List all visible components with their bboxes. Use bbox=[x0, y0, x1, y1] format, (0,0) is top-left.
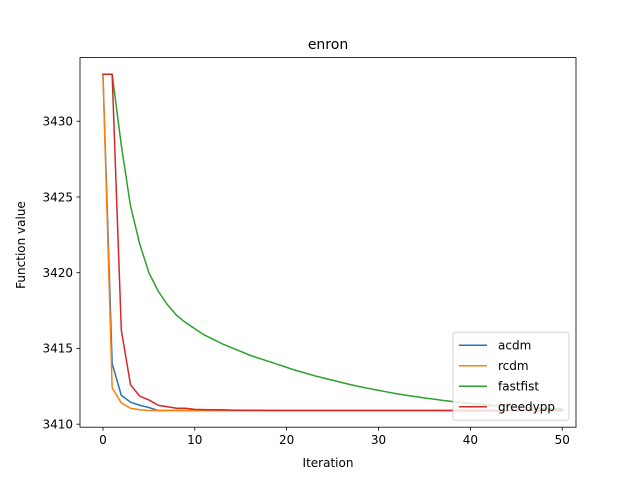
y-tick-label: 3425 bbox=[42, 190, 73, 204]
y-tick-label: 3430 bbox=[42, 115, 73, 129]
y-tick-label: 3420 bbox=[42, 266, 73, 280]
ticks-layer: 0 10 20 30 40 50 3410 3415 3420 3425 3430 bbox=[42, 115, 569, 448]
x-tick-label: 0 bbox=[99, 433, 107, 447]
x-tick-label: 50 bbox=[555, 433, 570, 447]
x-axis-label: Iteration bbox=[303, 456, 354, 470]
legend-label-rcdm: rcdm bbox=[498, 359, 529, 373]
plot-frame bbox=[79, 57, 577, 428]
legend-label-greedypp: greedypp bbox=[498, 400, 555, 414]
chart-title: enron bbox=[308, 37, 348, 53]
x-tick-label: 10 bbox=[187, 433, 202, 447]
legend-label-acdm: acdm bbox=[498, 339, 531, 353]
x-tick-label: 40 bbox=[463, 433, 478, 447]
y-tick-label: 3415 bbox=[42, 342, 73, 356]
legend: acdm rcdm fastfist greedypp bbox=[452, 331, 570, 421]
legend-box bbox=[452, 331, 570, 421]
legend-label-fastfist: fastfist bbox=[498, 380, 539, 394]
x-tick-label: 30 bbox=[371, 433, 386, 447]
y-tick-label: 3410 bbox=[42, 417, 73, 431]
y-axis-label: Function value bbox=[14, 201, 28, 289]
x-tick-label: 20 bbox=[279, 433, 294, 447]
